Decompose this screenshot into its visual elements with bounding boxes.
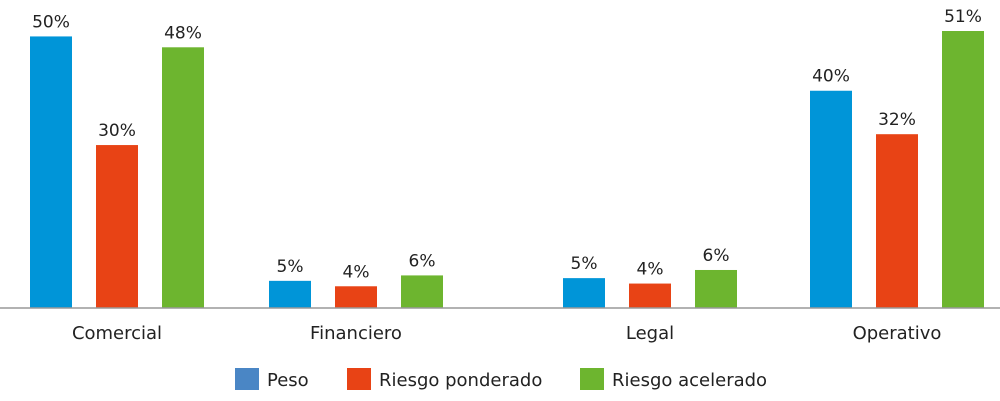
data-label-operativo-riesgo-acelerado: 51% — [944, 7, 982, 27]
category-label-financiero: Financiero — [310, 323, 402, 344]
data-label-comercial-peso: 50% — [32, 12, 70, 32]
bar-comercial-riesgo-ponderado — [96, 145, 138, 308]
category-label-operativo: Operativo — [853, 323, 942, 344]
bar-legal-riesgo-acelerado — [695, 269, 737, 308]
legend-swatch-riesgo-acelerado — [580, 368, 604, 390]
data-label-legal-peso: 5% — [571, 254, 598, 274]
bar-labels-group: 50% 30% 48% 5% 4% 6% 5% 4% 6% 40% 32% 51% — [32, 7, 982, 282]
bar-comercial-riesgo-acelerado — [162, 47, 204, 308]
data-label-financiero-riesgo-acelerado: 6% — [409, 251, 436, 271]
legend-swatch-peso — [235, 368, 259, 390]
bar-financiero-peso — [269, 280, 311, 308]
data-label-financiero-peso: 5% — [277, 257, 304, 277]
legend: Peso Riesgo ponderado Riesgo acelerado — [235, 368, 767, 391]
bar-operativo-riesgo-ponderado — [876, 134, 918, 308]
bars-group — [30, 31, 984, 309]
bar-legal-riesgo-ponderado — [629, 283, 671, 308]
bar-operativo-peso — [810, 90, 852, 309]
data-label-legal-riesgo-ponderado: 4% — [637, 260, 664, 280]
legend-label-riesgo-ponderado: Riesgo ponderado — [379, 370, 542, 391]
bar-legal-peso — [563, 278, 605, 308]
data-label-financiero-riesgo-ponderado: 4% — [343, 262, 370, 282]
legend-swatch-riesgo-ponderado — [347, 368, 371, 390]
category-label-legal: Legal — [626, 323, 674, 344]
data-label-operativo-riesgo-ponderado: 32% — [878, 110, 916, 130]
bar-financiero-riesgo-acelerado — [401, 275, 443, 308]
category-labels-group: Comercial Financiero Legal Operativo — [72, 323, 941, 344]
bar-financiero-riesgo-ponderado — [335, 286, 377, 308]
legend-label-riesgo-acelerado: Riesgo acelerado — [612, 370, 767, 391]
bar-comercial-peso — [30, 36, 72, 309]
data-label-legal-riesgo-acelerado: 6% — [703, 246, 730, 266]
data-label-comercial-riesgo-acelerado: 48% — [164, 23, 202, 43]
legend-label-peso: Peso — [267, 370, 309, 391]
data-label-comercial-riesgo-ponderado: 30% — [98, 121, 136, 141]
category-label-comercial: Comercial — [72, 323, 162, 344]
data-label-operativo-peso: 40% — [812, 67, 850, 87]
bar-operativo-riesgo-acelerado — [942, 31, 984, 308]
